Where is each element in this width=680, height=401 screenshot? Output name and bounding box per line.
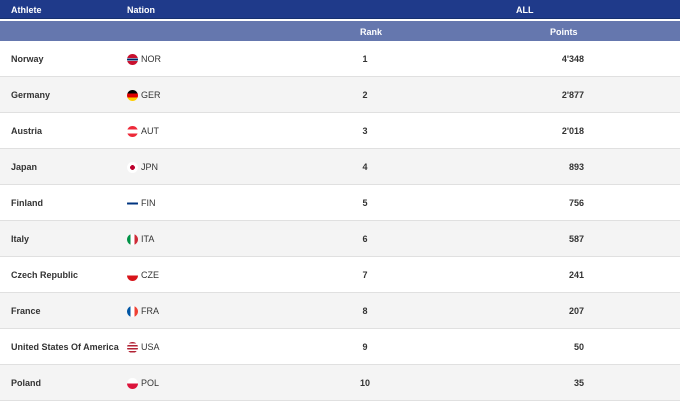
flag-icon — [127, 162, 138, 173]
table-row[interactable]: Czech Republic CZE 7 241 — [0, 257, 680, 293]
nation-code: GER — [141, 90, 161, 100]
table-row[interactable]: Norway NOR 1 4'348 — [0, 41, 680, 77]
nation-code: POL — [141, 378, 160, 388]
table-row[interactable]: Germany GER 2 2'877 — [0, 77, 680, 113]
athlete-name[interactable]: Germany — [11, 90, 51, 100]
table-body: Norway NOR 1 4'348 Germany GER 2 2'877 Aus… — [0, 41, 680, 401]
flag-icon — [127, 270, 138, 281]
points-value: 756 — [568, 198, 584, 208]
table-row[interactable]: Finland FIN 5 756 — [0, 185, 680, 221]
points-value: 35 — [573, 378, 584, 388]
table-row[interactable]: Italy ITA 6 587 — [0, 221, 680, 257]
athlete-name[interactable]: Italy — [11, 234, 30, 244]
points-value: 587 — [568, 234, 584, 244]
nation-code: CZE — [141, 270, 159, 280]
rank-value: 4 — [362, 162, 368, 172]
rank-value: 8 — [362, 306, 368, 316]
table-row[interactable]: France FRA 8 207 — [0, 293, 680, 329]
flag-icon — [127, 90, 138, 101]
nation-code: AUT — [141, 126, 159, 136]
rank-value: 9 — [362, 342, 368, 352]
rank-header[interactable]: Rank — [360, 27, 383, 37]
rank-value: 5 — [362, 198, 368, 208]
points-header[interactable]: Points — [550, 27, 578, 37]
rank-value: 3 — [362, 126, 368, 136]
points-value: 4'348 — [561, 54, 584, 64]
flag-icon — [127, 234, 138, 245]
nation-header[interactable]: Nation — [127, 5, 155, 15]
points-value: 893 — [568, 162, 584, 172]
table-row[interactable]: Poland POL 10 35 — [0, 365, 680, 401]
athlete-name[interactable]: United States Of America — [11, 342, 119, 352]
points-value: 207 — [568, 306, 584, 316]
rank-value: 2 — [362, 90, 368, 100]
rank-value: 10 — [359, 378, 370, 388]
athlete-name[interactable]: Austria — [11, 126, 43, 136]
athlete-name[interactable]: France — [11, 306, 41, 316]
nation-code: FIN — [141, 198, 156, 208]
flag-icon — [127, 378, 138, 389]
nation-code: JPN — [141, 162, 159, 172]
all-group-header: ALL — [516, 5, 534, 15]
table-row[interactable]: Austria AUT 3 2'018 — [0, 113, 680, 149]
points-value: 241 — [568, 270, 584, 280]
points-value: 2'018 — [561, 126, 584, 136]
rank-value: 7 — [362, 270, 368, 280]
nation-code: FRA — [141, 306, 159, 316]
table-row[interactable]: Japan JPN 4 893 — [0, 149, 680, 185]
flag-icon — [127, 126, 138, 137]
nation-code: USA — [141, 342, 160, 352]
points-value: 2'877 — [561, 90, 584, 100]
athlete-name[interactable]: Japan — [11, 162, 38, 172]
sub-header: Rank Points — [0, 21, 680, 41]
rank-value: 6 — [362, 234, 368, 244]
points-value: 50 — [573, 342, 584, 352]
rank-value: 1 — [362, 54, 368, 64]
athlete-header[interactable]: Athlete — [11, 5, 42, 15]
flag-icon — [127, 306, 138, 317]
table-header: Athlete Nation ALL — [0, 0, 680, 19]
flag-icon — [127, 198, 138, 209]
nation-code: NOR — [141, 54, 161, 64]
nation-code: ITA — [141, 234, 155, 244]
athlete-name[interactable]: Norway — [11, 54, 44, 64]
athlete-name[interactable]: Poland — [11, 378, 42, 388]
flag-icon — [127, 342, 138, 353]
athlete-name[interactable]: Czech Republic — [11, 270, 79, 280]
table-row[interactable]: United States Of America USA 9 50 — [0, 329, 680, 365]
flag-icon — [127, 54, 138, 65]
athlete-name[interactable]: Finland — [11, 198, 43, 208]
